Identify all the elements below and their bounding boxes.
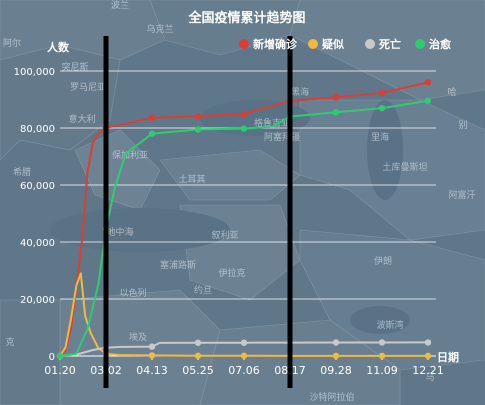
sea-shape (50, 208, 230, 252)
data-point[interactable] (378, 104, 386, 112)
map-region-3 (0, 44, 121, 161)
map-region-11 (0, 299, 61, 405)
map-label: 塞浦路斯 (160, 259, 196, 271)
map-label: 叙利亚 (211, 229, 238, 241)
map-label: 乌克兰 (146, 23, 173, 35)
map-label: 阿塞拜疆 (264, 131, 300, 143)
map-label: 希腊 (13, 166, 31, 178)
map-label: 土库曼斯坦 (382, 161, 427, 173)
legend-item[interactable]: 疑似 (308, 37, 344, 51)
map-region-4 (74, 129, 161, 211)
legend-item[interactable]: 新增确诊 (239, 37, 298, 51)
map-label: 阿富汗 (448, 189, 475, 201)
map-label: 里海 (371, 131, 389, 143)
axes: 020,00040,00060,00080,000100,00001.2003.… (14, 67, 444, 377)
legend-label: 治愈 (429, 37, 452, 51)
map-label: 意大利 (68, 113, 95, 125)
map-label: 突尼斯 (61, 61, 88, 73)
x-tick-label: 05.25 (182, 364, 214, 377)
map-label: 波斯湾 (376, 319, 403, 331)
map-region-5 (159, 149, 301, 201)
data-point[interactable] (194, 126, 202, 133)
legend-label: 死亡 (379, 37, 401, 51)
data-point[interactable] (148, 343, 156, 350)
data-point[interactable] (240, 110, 248, 118)
legend-swatch (308, 39, 318, 49)
x-tick-label: 09.28 (320, 364, 352, 377)
legend-item[interactable]: 死亡 (365, 37, 401, 51)
legend-swatch (415, 39, 425, 49)
map-label: 黑海 (291, 86, 309, 98)
data-point[interactable] (378, 339, 386, 346)
legend-label: 新增确诊 (253, 37, 298, 51)
legend-label: 疑似 (322, 37, 344, 51)
sea-shape (350, 306, 410, 334)
data-point[interactable] (194, 113, 202, 120)
data-point[interactable] (424, 352, 432, 360)
map-label: 伊朗 (374, 255, 392, 267)
data-point[interactable] (194, 352, 202, 359)
map-label: 克 (5, 337, 14, 348)
x-tick-label: 01.20 (44, 364, 76, 377)
y-tick-label: 20,000 (20, 295, 55, 306)
data-point[interactable] (240, 352, 248, 359)
map-label: 埃及 (129, 331, 147, 343)
data-point[interactable] (240, 125, 248, 132)
map-region-1 (149, 0, 301, 56)
data-point[interactable] (332, 109, 340, 116)
map-label: 哈 (447, 86, 456, 98)
y-tick-label: 60,000 (20, 181, 55, 192)
data-point[interactable] (378, 89, 386, 97)
data-point[interactable] (332, 339, 340, 346)
data-point[interactable] (148, 130, 156, 137)
data-point[interactable] (332, 94, 340, 101)
map-label: 约旦 (194, 284, 212, 296)
map-region-10 (199, 319, 401, 405)
marker-lines (103, 36, 293, 388)
data-point[interactable] (332, 352, 340, 360)
x-tick-label: 11.09 (366, 364, 398, 377)
legend-item[interactable]: 治愈 (415, 37, 452, 51)
map-label: 波兰 (111, 0, 129, 11)
x-axis-label: 日期 (437, 350, 459, 364)
sea-shape (367, 100, 403, 200)
data-point[interactable] (240, 339, 248, 346)
map-label: 格鲁吉亚 (254, 117, 290, 129)
map-label: 沙特阿拉伯 (309, 391, 354, 403)
legend-swatch (365, 39, 375, 49)
y-tick-label: 0 (49, 352, 55, 363)
map-label: 伊拉克 (218, 267, 245, 279)
map-label: 以色列 (119, 287, 146, 299)
map-label: 阿尔 (3, 37, 21, 49)
y-tick-label: 80,000 (20, 124, 55, 135)
data-point[interactable] (148, 114, 156, 121)
map-label: 马 (425, 372, 434, 383)
map-label: 地中海 (106, 226, 133, 238)
x-tick-label: 04.13 (136, 364, 168, 377)
map-label: 别 (458, 120, 467, 131)
sea-shape (200, 100, 310, 136)
map-region-8 (299, 229, 485, 371)
legend-swatch (239, 39, 249, 49)
x-tick-label: 07.06 (228, 364, 260, 377)
data-point[interactable] (194, 339, 202, 346)
data-point[interactable] (148, 352, 156, 359)
map-label: 土耳其 (178, 173, 205, 185)
map-label: 罗马尼亚 (70, 82, 106, 93)
data-point[interactable] (378, 352, 386, 360)
y-tick-label: 100,000 (14, 67, 55, 78)
y-axis-label: 人数 (47, 40, 70, 54)
data-point[interactable] (424, 339, 432, 346)
data-point[interactable] (424, 97, 432, 105)
data-point[interactable] (424, 79, 432, 86)
legend: 新增确诊 疑似 死亡 治愈 (239, 37, 452, 51)
map-label: 保加利亚 (112, 149, 148, 161)
y-tick-label: 40,000 (20, 238, 55, 249)
data-point[interactable] (56, 352, 64, 360)
chart-title: 全国疫情累计趋势图 (187, 10, 305, 26)
x-tick-label: 12.21 (412, 364, 444, 377)
